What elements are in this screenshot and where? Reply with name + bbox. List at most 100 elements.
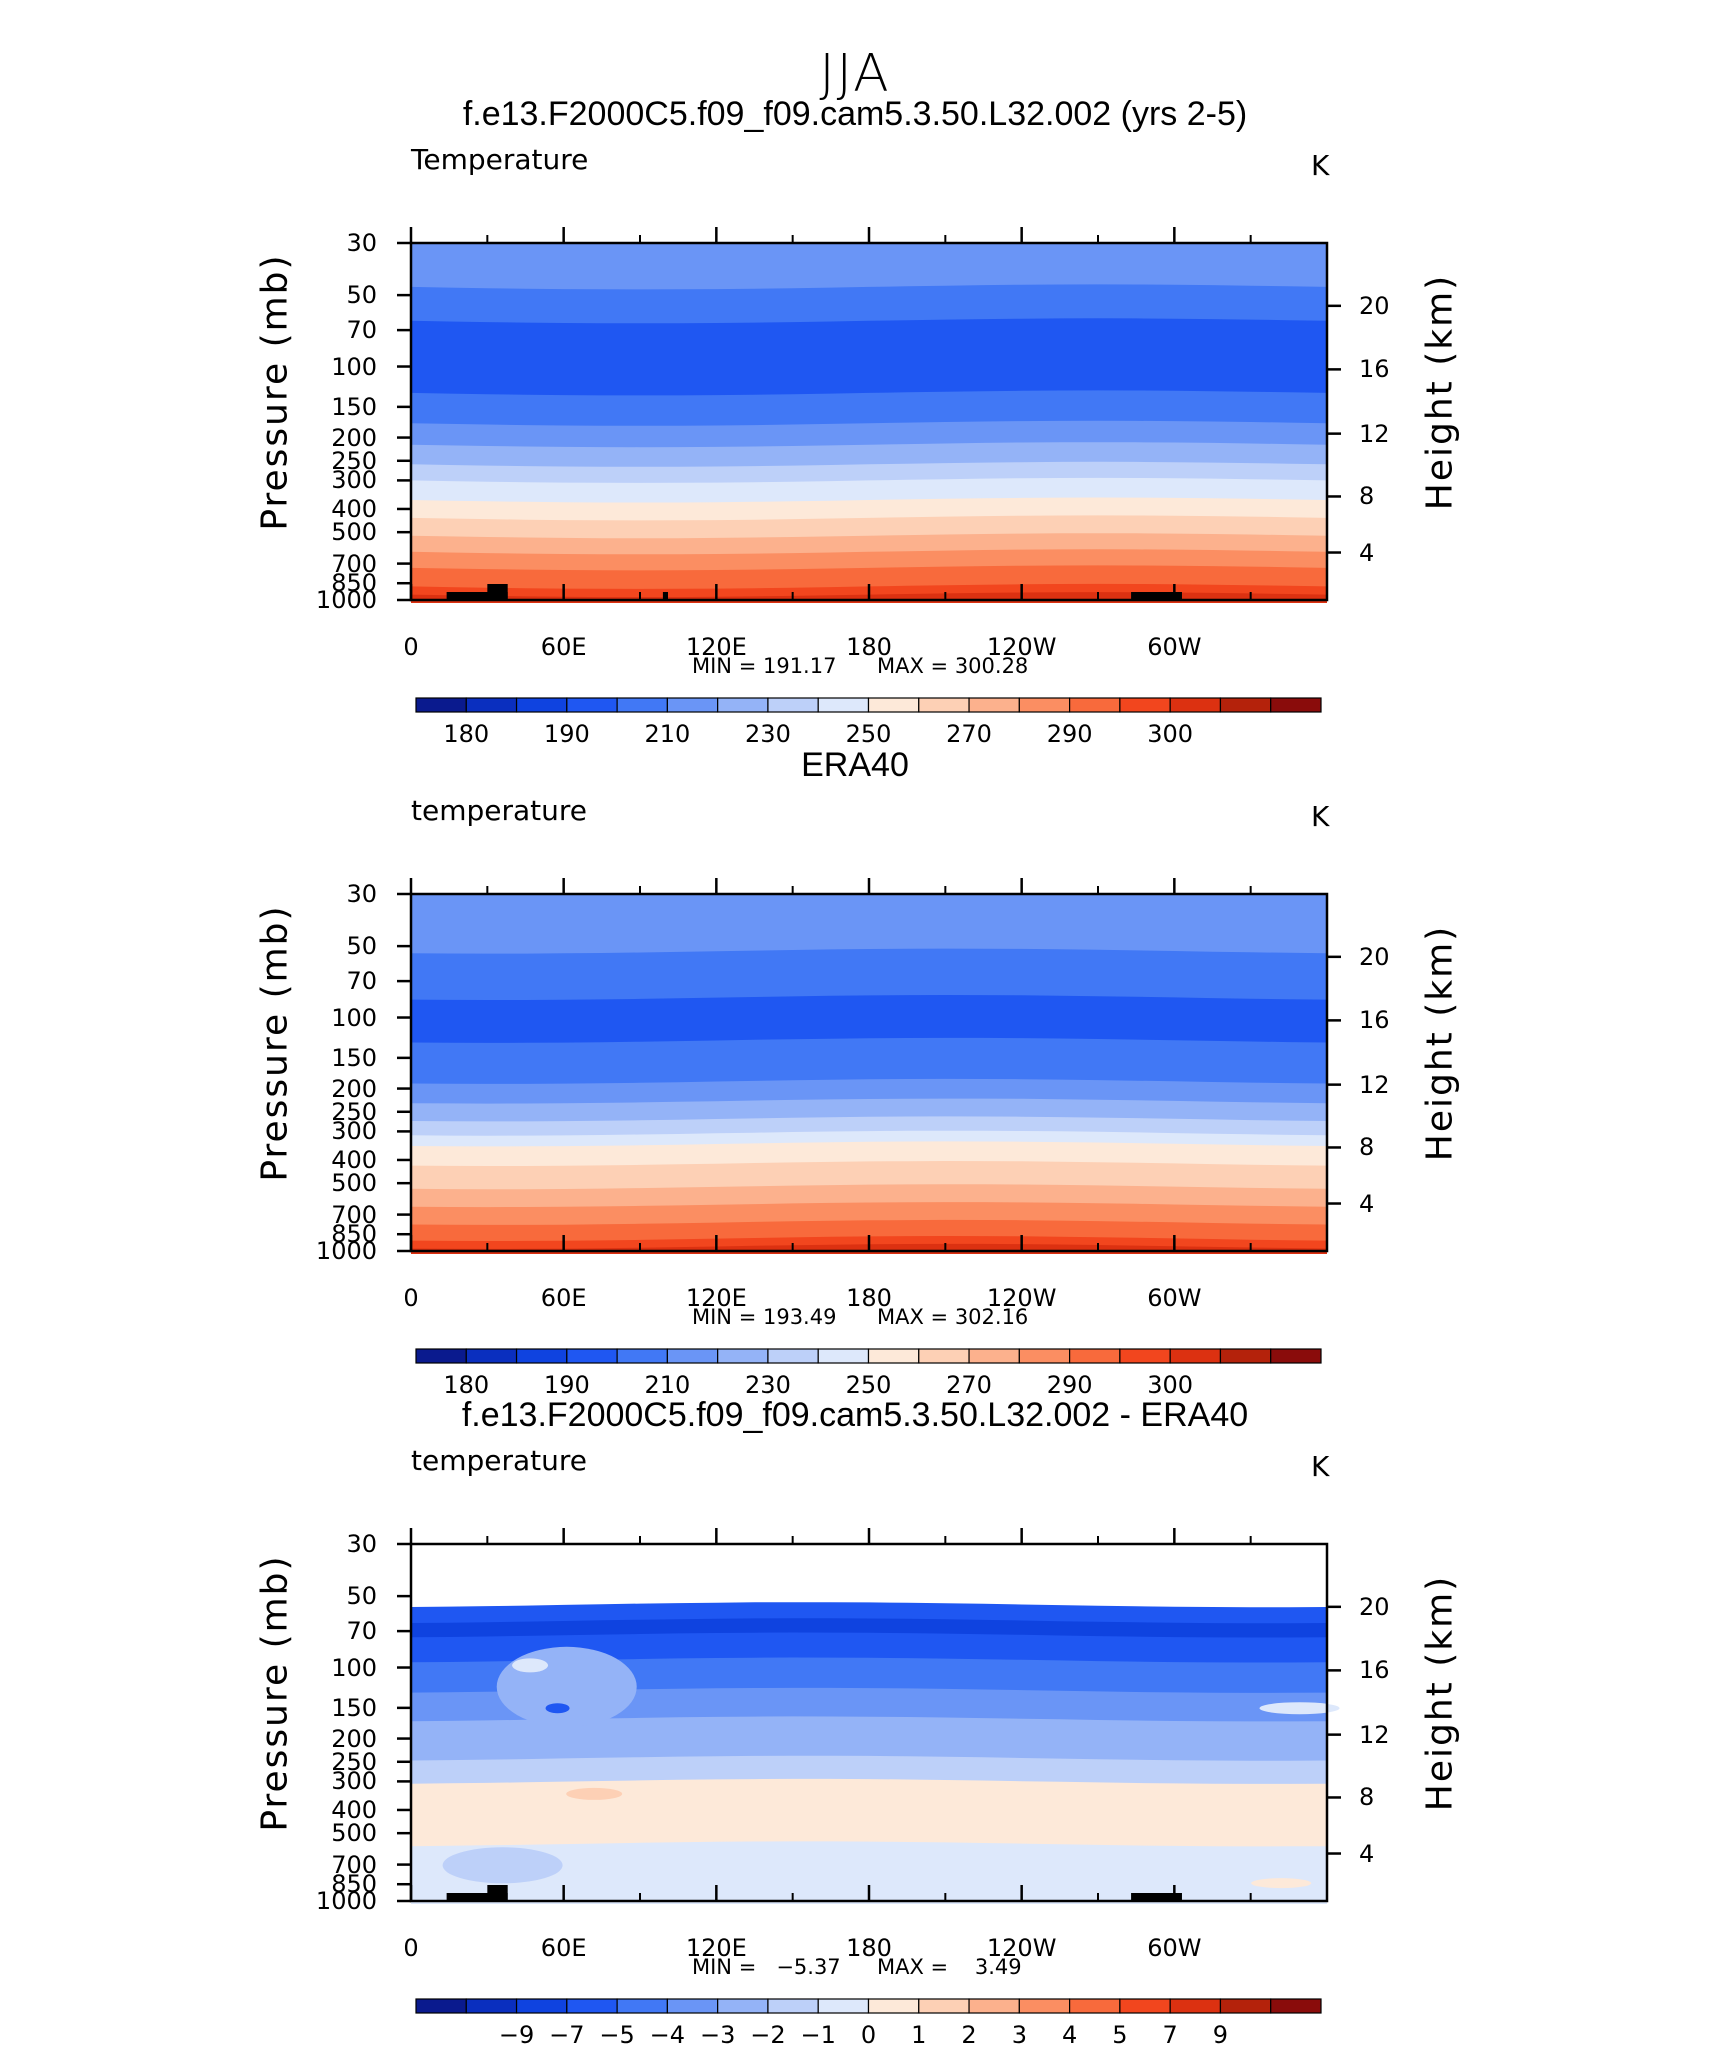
y-tick-label: 30	[346, 229, 377, 257]
topography	[662, 592, 668, 600]
contour-band	[411, 1716, 1327, 1762]
topography	[1131, 592, 1182, 600]
contour-band	[411, 1862, 1327, 1888]
y-axis-title-right: Height (km)	[1419, 924, 1461, 1161]
y-tick-label: 400	[331, 494, 377, 523]
colorbar-label: 180	[443, 1371, 490, 1399]
contour-band	[411, 1202, 1327, 1226]
plot-title: f.e13.F2000C5.f09_f09.cam5.3.50.L32.002 …	[462, 95, 1248, 133]
colorbar-label: 300	[1147, 720, 1194, 748]
x-tick-label: 120W	[986, 633, 1057, 661]
colorbar	[415, 1348, 1322, 1364]
y-tick-label: 300	[331, 1767, 377, 1796]
colorbar-swatch	[515, 1998, 568, 2014]
colorbar-swatch	[1119, 1348, 1171, 1364]
colorbar-swatch	[968, 697, 1020, 713]
contour-plot	[397, 878, 1341, 1254]
colorbar-swatch	[616, 697, 668, 713]
y-axis-title-right: Height (km)	[1419, 1574, 1461, 1811]
x-tick-label: 180	[846, 1934, 892, 1962]
colorbar-swatch	[767, 697, 819, 713]
x-tick-label: 120W	[986, 1284, 1057, 1312]
colorbar-swatch	[1270, 697, 1322, 713]
colorbar-swatch	[1018, 697, 1071, 713]
colorbar-label: −3	[699, 2021, 736, 2049]
colorbar-swatch	[1119, 1998, 1171, 2014]
contour-plot	[397, 1528, 1341, 1904]
anomaly-blob	[545, 1703, 570, 1714]
colorbar-swatch	[918, 697, 970, 713]
colorbar-label: 290	[1046, 720, 1093, 748]
colorbar-swatch	[968, 1348, 1020, 1364]
contour-band	[411, 565, 1327, 590]
colorbar-label: 230	[745, 1371, 791, 1399]
colorbar-swatch	[717, 1998, 769, 2014]
y-tick-label: 700	[331, 1200, 377, 1229]
y-tick-label-right: 20	[1359, 942, 1390, 971]
topography	[1131, 1893, 1182, 1901]
colorbar-label: 4	[1061, 2021, 1078, 2049]
contour-band	[411, 1657, 1327, 1694]
y-tick-label-right: 16	[1359, 1006, 1390, 1035]
contour-band	[411, 243, 1327, 290]
colorbar-swatch	[515, 697, 568, 713]
y-tick-label-right: 4	[1359, 538, 1375, 567]
contour-plot	[397, 227, 1341, 603]
y-tick-label: 850	[331, 1870, 377, 1899]
colorbar-swatch	[918, 1998, 970, 2014]
contour-band	[411, 1141, 1327, 1167]
colorbar-label: −5	[599, 2021, 635, 2049]
contour-band	[411, 1037, 1327, 1085]
y-tick-label: 50	[346, 1582, 377, 1611]
colorbar-label: 230	[745, 720, 791, 748]
contour-band	[411, 1116, 1327, 1137]
y-tick-label-right: 12	[1359, 1720, 1390, 1749]
min-label: MIN = 193.49	[692, 1305, 837, 1329]
colorbar-label: 250	[845, 720, 892, 748]
contour-band	[411, 1219, 1327, 1242]
colorbar-swatch	[717, 1348, 769, 1364]
contour-band	[411, 1778, 1327, 1847]
colorbar-label: 190	[543, 720, 590, 748]
colorbar-label: 270	[946, 1371, 992, 1399]
colorbar-label: 1	[911, 2021, 927, 2049]
colorbar-label: 180	[443, 720, 490, 748]
variable-label: temperature	[411, 1444, 587, 1477]
y-tick-label: 700	[331, 549, 377, 578]
contour-band	[411, 318, 1327, 396]
contour-band	[411, 442, 1327, 468]
y-tick-label-right: 16	[1359, 355, 1390, 384]
colorbar-swatch	[616, 1348, 668, 1364]
x-tick-label: 60E	[540, 1284, 587, 1312]
y-tick-label-right: 12	[1359, 419, 1390, 448]
y-tick-label: 400	[331, 1795, 377, 1824]
colorbar-label: 210	[644, 720, 691, 748]
x-tick-label: 60W	[1147, 1284, 1202, 1312]
contour-band	[411, 515, 1327, 539]
y-axis-title-right: Height (km)	[1419, 273, 1461, 510]
colorbar-swatch	[465, 1348, 518, 1364]
contour-band	[411, 1755, 1327, 1785]
colorbar-swatch	[566, 1998, 618, 2014]
y-tick-label: 100	[331, 1003, 377, 1032]
colorbar-swatch	[1018, 1348, 1071, 1364]
contour-band	[411, 1841, 1327, 1868]
contour-band	[411, 390, 1327, 427]
contour-band	[411, 1161, 1327, 1190]
anomaly-blob	[512, 1658, 549, 1673]
colorbar-swatch	[666, 1998, 719, 2014]
y-tick-label: 70	[346, 1617, 377, 1646]
y-tick-label-right: 8	[1359, 482, 1375, 511]
x-tick-label: 120E	[685, 633, 747, 661]
units-label: K	[1311, 1450, 1330, 1483]
colorbar-swatch	[1169, 1348, 1222, 1364]
y-tick-label-right: 20	[1359, 291, 1390, 320]
y-tick-label: 1000	[315, 586, 377, 614]
colorbar-swatch	[415, 697, 467, 713]
colorbar-swatch	[867, 1348, 920, 1364]
y-tick-label: 200	[331, 423, 377, 452]
y-tick-label-right: 20	[1359, 1592, 1390, 1621]
anomaly-blob	[496, 1646, 637, 1727]
y-tick-label: 30	[346, 1530, 377, 1558]
colorbar-label: −2	[750, 2021, 786, 2049]
